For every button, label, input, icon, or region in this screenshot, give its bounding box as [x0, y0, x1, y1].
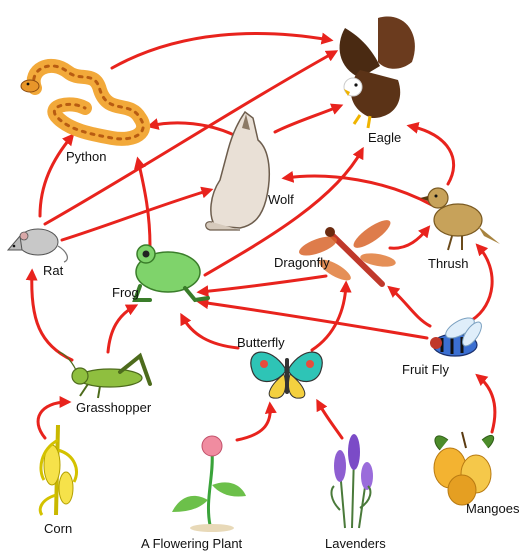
eagle-icon — [339, 16, 415, 129]
arrow-thrush-eagle — [406, 121, 456, 186]
arrow-wolf-python — [146, 118, 242, 140]
arrow-butterfly-dragonfly — [310, 280, 352, 352]
arrow-fruitfly-dragonfly — [387, 285, 432, 328]
label-butterfly: Butterfly — [237, 335, 285, 350]
fruit-fly-icon — [430, 317, 482, 357]
arrow-flower-butterfly — [235, 401, 277, 442]
arrow-python-eagle — [110, 32, 334, 70]
label-lavenders: Lavenders — [325, 536, 386, 551]
arrow-rat-eagle — [43, 50, 339, 226]
label-corn: Corn — [44, 521, 73, 536]
dragonfly-icon — [299, 220, 396, 287]
arrow-layer — [25, 32, 497, 442]
corn-icon — [38, 424, 78, 516]
arrow-wolf-eagle — [273, 103, 344, 134]
python-icon — [20, 58, 151, 146]
butterfly-icon — [250, 351, 323, 399]
arrow-butterfly-frog — [180, 312, 240, 350]
label-wolf: Wolf — [268, 192, 294, 207]
label-eagle: Eagle — [368, 130, 402, 145]
label-frog: Frog — [112, 285, 139, 300]
label-python: Python — [66, 149, 107, 164]
arrow-frog-eagle — [203, 146, 364, 277]
label-flowering-plant: A Flowering Plant — [141, 536, 243, 551]
arrow-fruitfly-thrush — [470, 243, 494, 322]
thrush-icon — [420, 187, 500, 251]
mango-icon — [433, 431, 495, 506]
arrow-rat-wolf — [60, 186, 214, 242]
label-mangoes: Mangoes — [466, 501, 520, 516]
arrow-dragonfly-thrush — [388, 225, 431, 250]
arrow-thrush-wolf — [281, 170, 434, 207]
rat-icon — [6, 228, 69, 263]
flowering-plant-icon — [172, 435, 246, 532]
label-fruit-fly: Fruit Fly — [402, 362, 449, 377]
frog-icon — [132, 244, 210, 303]
arrow-corn-grasshopper — [36, 396, 72, 440]
arrow-grasshopper-frog — [106, 304, 139, 354]
arrow-grasshopper-rat — [25, 268, 74, 362]
arrow-lavenders-butterfly — [316, 398, 344, 440]
lavender-icon — [330, 434, 373, 529]
arrow-rat-python — [38, 133, 75, 218]
arrow-dragonfly-frog — [196, 274, 328, 298]
grasshopper-icon — [57, 351, 152, 399]
label-rat: Rat — [43, 263, 64, 278]
label-dragonfly: Dragonfly — [274, 255, 330, 270]
arrow-fruitfly-frog — [196, 297, 429, 340]
arrow-frog-python — [134, 156, 152, 248]
label-grasshopper: Grasshopper — [76, 400, 152, 415]
arrow-mangoes-fruitfly — [475, 373, 497, 434]
wolf-icon — [205, 110, 271, 231]
label-thrush: Thrush — [428, 256, 469, 271]
